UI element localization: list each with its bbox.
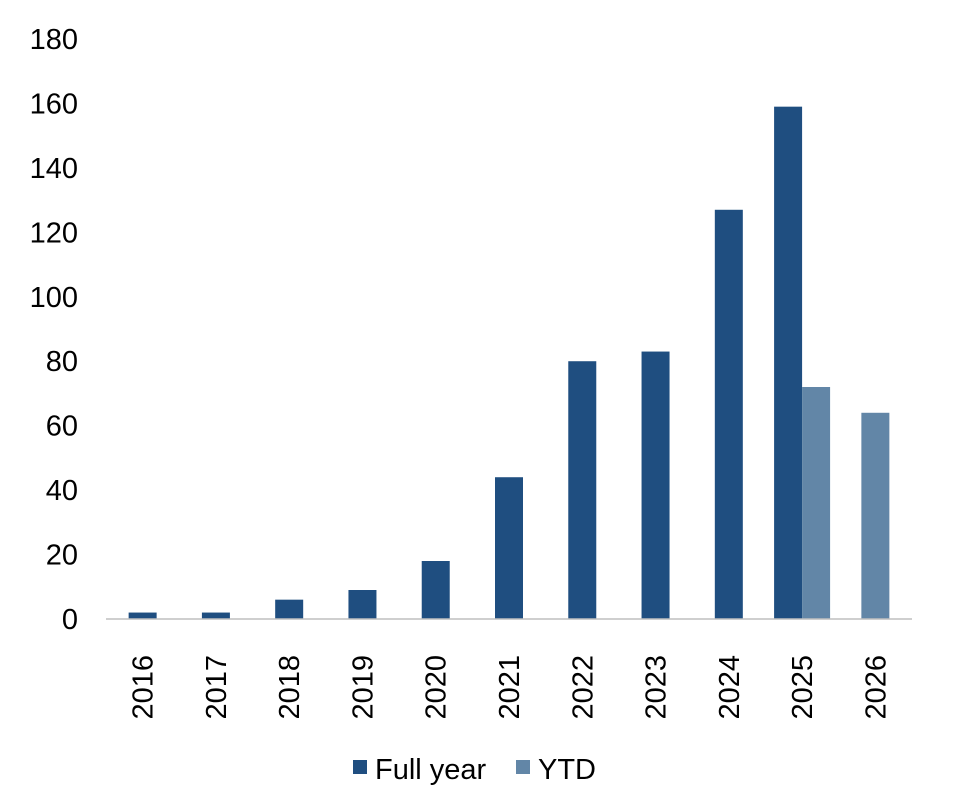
x-tick-label: 2019: [347, 655, 379, 720]
x-tick-label: 2025: [787, 655, 819, 720]
bar-full-year-2021: [495, 477, 523, 619]
y-tick-label: 140: [30, 153, 78, 185]
y-tick-label: 0: [62, 604, 78, 636]
x-tick-label: 2022: [567, 655, 599, 720]
x-tick-label: 2021: [494, 655, 526, 720]
y-tick-label: 180: [30, 24, 78, 56]
legend-swatch-full-year: [353, 760, 367, 774]
x-axis-ticks: 2016 2017 2018 2019 2020 2021 2022 2023 2024 2025…: [128, 655, 893, 720]
x-tick-label: 2020: [421, 655, 453, 720]
x-tick-label: 2023: [641, 655, 673, 720]
bar-full-year-2023: [641, 351, 670, 619]
bar-full-year-2017: [201, 612, 230, 619]
x-tick-label: 2018: [274, 655, 306, 720]
y-tick-label: 120: [30, 217, 78, 249]
bars: [128, 106, 890, 619]
bar-full-year-2018: [275, 599, 304, 619]
bar-full-year-2019: [348, 590, 377, 619]
legend: Full year YTD: [353, 754, 596, 786]
x-tick-label: 2016: [128, 655, 160, 720]
bar-ytd-2025: [802, 387, 831, 619]
legend-label-full-year: Full year: [375, 754, 487, 786]
bar-full-year-2022: [568, 361, 597, 619]
y-tick-label: 40: [46, 475, 78, 507]
legend-label-ytd: YTD: [538, 754, 596, 786]
bar-full-year-2016: [128, 612, 157, 619]
bar-full-year-2020: [421, 561, 450, 619]
x-tick-label: 2024: [714, 655, 746, 720]
x-tick-label: 2026: [860, 655, 892, 720]
bar-full-year-2024: [714, 209, 743, 619]
y-tick-label: 60: [46, 411, 78, 443]
y-tick-label: 80: [46, 346, 78, 378]
x-tick-label: 2017: [201, 655, 233, 720]
y-tick-label: 160: [30, 88, 78, 120]
y-tick-label: 20: [46, 540, 78, 572]
bar-full-year-2025: [774, 106, 803, 619]
legend-swatch-ytd: [516, 760, 530, 774]
y-axis-ticks: 0 20 40 60 80 100 120 140 160 180: [30, 24, 78, 636]
bar-ytd-2026: [861, 412, 890, 619]
y-tick-label: 100: [30, 282, 78, 314]
